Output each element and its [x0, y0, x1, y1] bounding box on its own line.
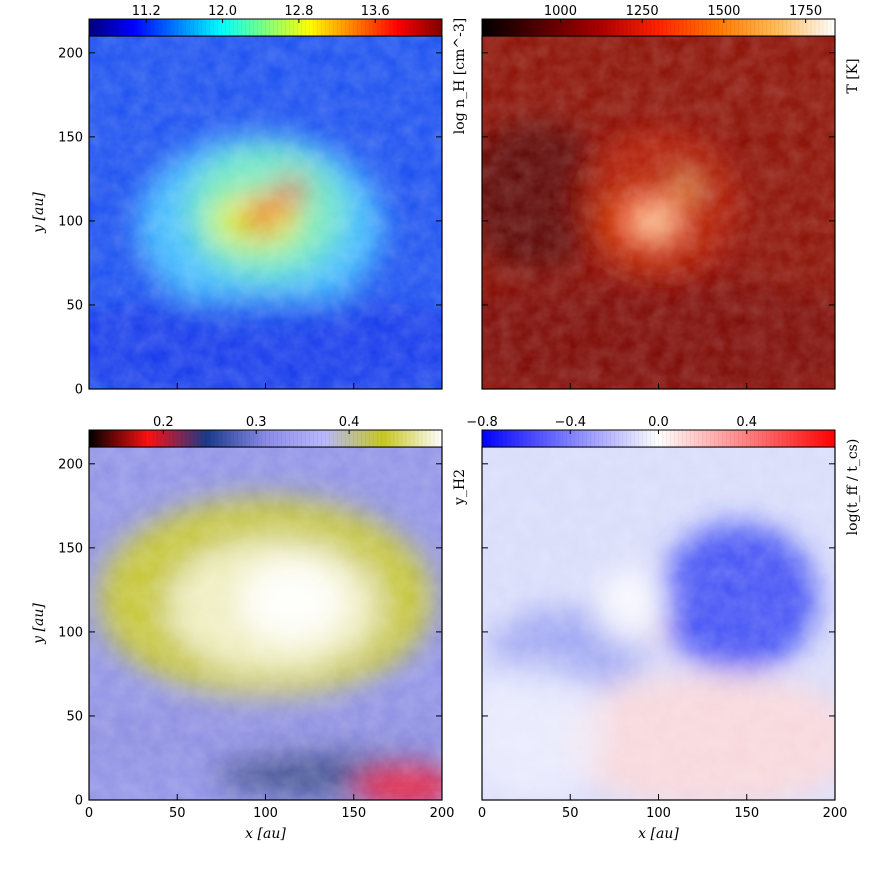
heatmap-image	[482, 447, 835, 800]
y-tick-label: 100	[58, 214, 83, 229]
heatmap-image	[482, 36, 835, 389]
y-tick-label: 200	[58, 457, 83, 472]
x-tick-label: 200	[823, 806, 848, 821]
x-tick-label: 50	[169, 806, 186, 821]
colorbar-label: log n_H [cm^-3]	[452, 18, 468, 134]
heatmap-image	[89, 36, 442, 389]
panel-top-left: 0 50 100 150 200 y [au] 11.2 12.0 12.8 13.6 log n_…	[31, 4, 468, 398]
y-axis-label: y [au]	[31, 603, 47, 645]
colorbar-label: T [K]	[845, 58, 861, 93]
colorbar-tick-label: 1500	[707, 4, 740, 19]
colorbar-tick-label: −0.4	[554, 415, 586, 430]
colorbar-gradient	[88, 429, 443, 448]
heatmap-texture	[482, 447, 835, 800]
colorbar-tick-label: 12.8	[284, 4, 313, 19]
y-tick-label: 0	[75, 383, 83, 398]
x-tick-label: 0	[85, 806, 93, 821]
colorbar-tick-label: 13.6	[361, 4, 390, 19]
colorbar-tick-label: 0.0	[648, 415, 669, 430]
colorbar: 11.2 12.0 12.8 13.6 log n_H [cm^-3]	[88, 4, 468, 134]
colorbar-tick-label: 0.4	[736, 415, 757, 430]
heatmap-texture	[482, 36, 835, 389]
x-tick-label: 150	[734, 806, 759, 821]
y-tick-label: 150	[58, 130, 83, 145]
panel-bottom-right: 0 50 100 150 200 x [au] −0.8 −0.4 0.0 0.4 log(t_ff…	[466, 415, 861, 842]
y-axis-label: y [au]	[31, 192, 47, 234]
panel-top-right: 1000 1250 1500 1750 T [K]	[481, 4, 861, 390]
x-axis-label: x [au]	[245, 826, 286, 842]
colorbar: 0.2 0.3 0.4 y_H2	[88, 415, 468, 506]
colorbar-tick-label: 12.0	[208, 4, 237, 19]
x-tick-label: 50	[562, 806, 579, 821]
heatmap-image	[89, 447, 442, 800]
y-tick-label: 50	[66, 709, 83, 724]
colorbar-gradient	[481, 18, 836, 37]
y-tick-label: 0	[75, 794, 83, 809]
colorbar-tick-label: 0.2	[153, 415, 174, 430]
colorbar-gradient	[88, 18, 443, 37]
heatmap-texture	[89, 447, 442, 800]
y-tick-label: 50	[66, 298, 83, 313]
y-tick-label: 200	[58, 46, 83, 61]
colorbar-label: y_H2	[452, 469, 468, 506]
colorbar-tick-label: 0.4	[339, 415, 360, 430]
x-tick-label: 200	[430, 806, 455, 821]
colorbar-tick-label: −0.8	[466, 415, 498, 430]
x-tick-label: 0	[478, 806, 486, 821]
x-tick-label: 100	[646, 806, 671, 821]
colorbar: −0.8 −0.4 0.0 0.4 log(t_ff / t_cs)	[466, 415, 861, 535]
y-tick-label: 100	[58, 625, 83, 640]
x-tick-label: 100	[253, 806, 278, 821]
colorbar-label: log(t_ff / t_cs)	[845, 439, 861, 536]
colorbar: 1000 1250 1500 1750 T [K]	[481, 4, 861, 94]
heatmap-texture	[89, 36, 442, 389]
y-tick-label: 150	[58, 541, 83, 556]
colorbar-tick-label: 1750	[789, 4, 822, 19]
colorbar-tick-label: 11.2	[132, 4, 161, 19]
colorbar-tick-label: 1250	[626, 4, 659, 19]
x-axis-label: x [au]	[638, 826, 679, 842]
x-tick-label: 150	[341, 806, 366, 821]
colorbar-tick-label: 1000	[544, 4, 577, 19]
colorbar-tick-label: 0.3	[246, 415, 267, 430]
